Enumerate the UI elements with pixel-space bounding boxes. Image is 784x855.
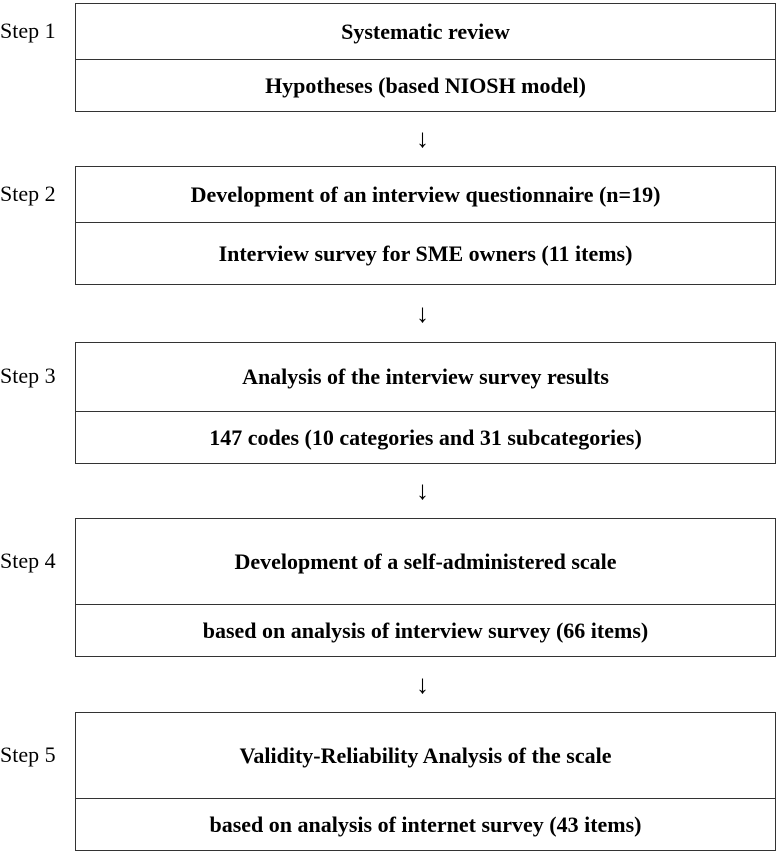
step-box: Systematic review Hypotheses (based NIOSH… xyxy=(75,3,776,112)
step-label: Step 5 xyxy=(0,741,56,767)
step-detail: Hypotheses (based NIOSH model) xyxy=(265,73,586,98)
arrow-down-icon: ↓ xyxy=(416,669,429,699)
step-box: Analysis of the interview survey results… xyxy=(75,342,776,464)
step-box: Validity-Reliability Analysis of the sca… xyxy=(75,712,776,851)
step-label: Step 4 xyxy=(0,547,56,573)
step-label: Step 2 xyxy=(0,180,56,206)
step-title: Analysis of the interview survey results xyxy=(242,364,609,389)
arrow-down-icon: ↓ xyxy=(416,476,429,505)
step-detail: based on analysis of internet survey (43… xyxy=(209,812,642,837)
step-title: Development of a self-administered scale xyxy=(234,548,617,574)
divider xyxy=(76,604,775,605)
step-detail: based on analysis of interview survey (6… xyxy=(202,618,649,643)
arrow-down-icon: ↓ xyxy=(416,298,429,328)
step-detail: Interview survey for SME owners (11 item… xyxy=(218,241,633,266)
divider xyxy=(76,411,775,412)
step-label: Step 1 xyxy=(0,17,56,43)
divider xyxy=(76,59,775,60)
step-label: Step 3 xyxy=(0,363,56,388)
step-title: Validity-Reliability Analysis of the sca… xyxy=(239,742,612,768)
divider xyxy=(76,222,775,223)
divider xyxy=(76,798,775,799)
step-title: Systematic review xyxy=(341,18,510,44)
step-box: Development of a self-administered scale… xyxy=(75,518,776,657)
arrow-down-icon: ↓ xyxy=(416,124,429,153)
step-box: Development of an interview questionnair… xyxy=(75,166,776,285)
step-detail: 147 codes (10 categories and 31 subcateg… xyxy=(209,425,642,450)
step-title: Development of an interview questionnair… xyxy=(190,181,661,207)
